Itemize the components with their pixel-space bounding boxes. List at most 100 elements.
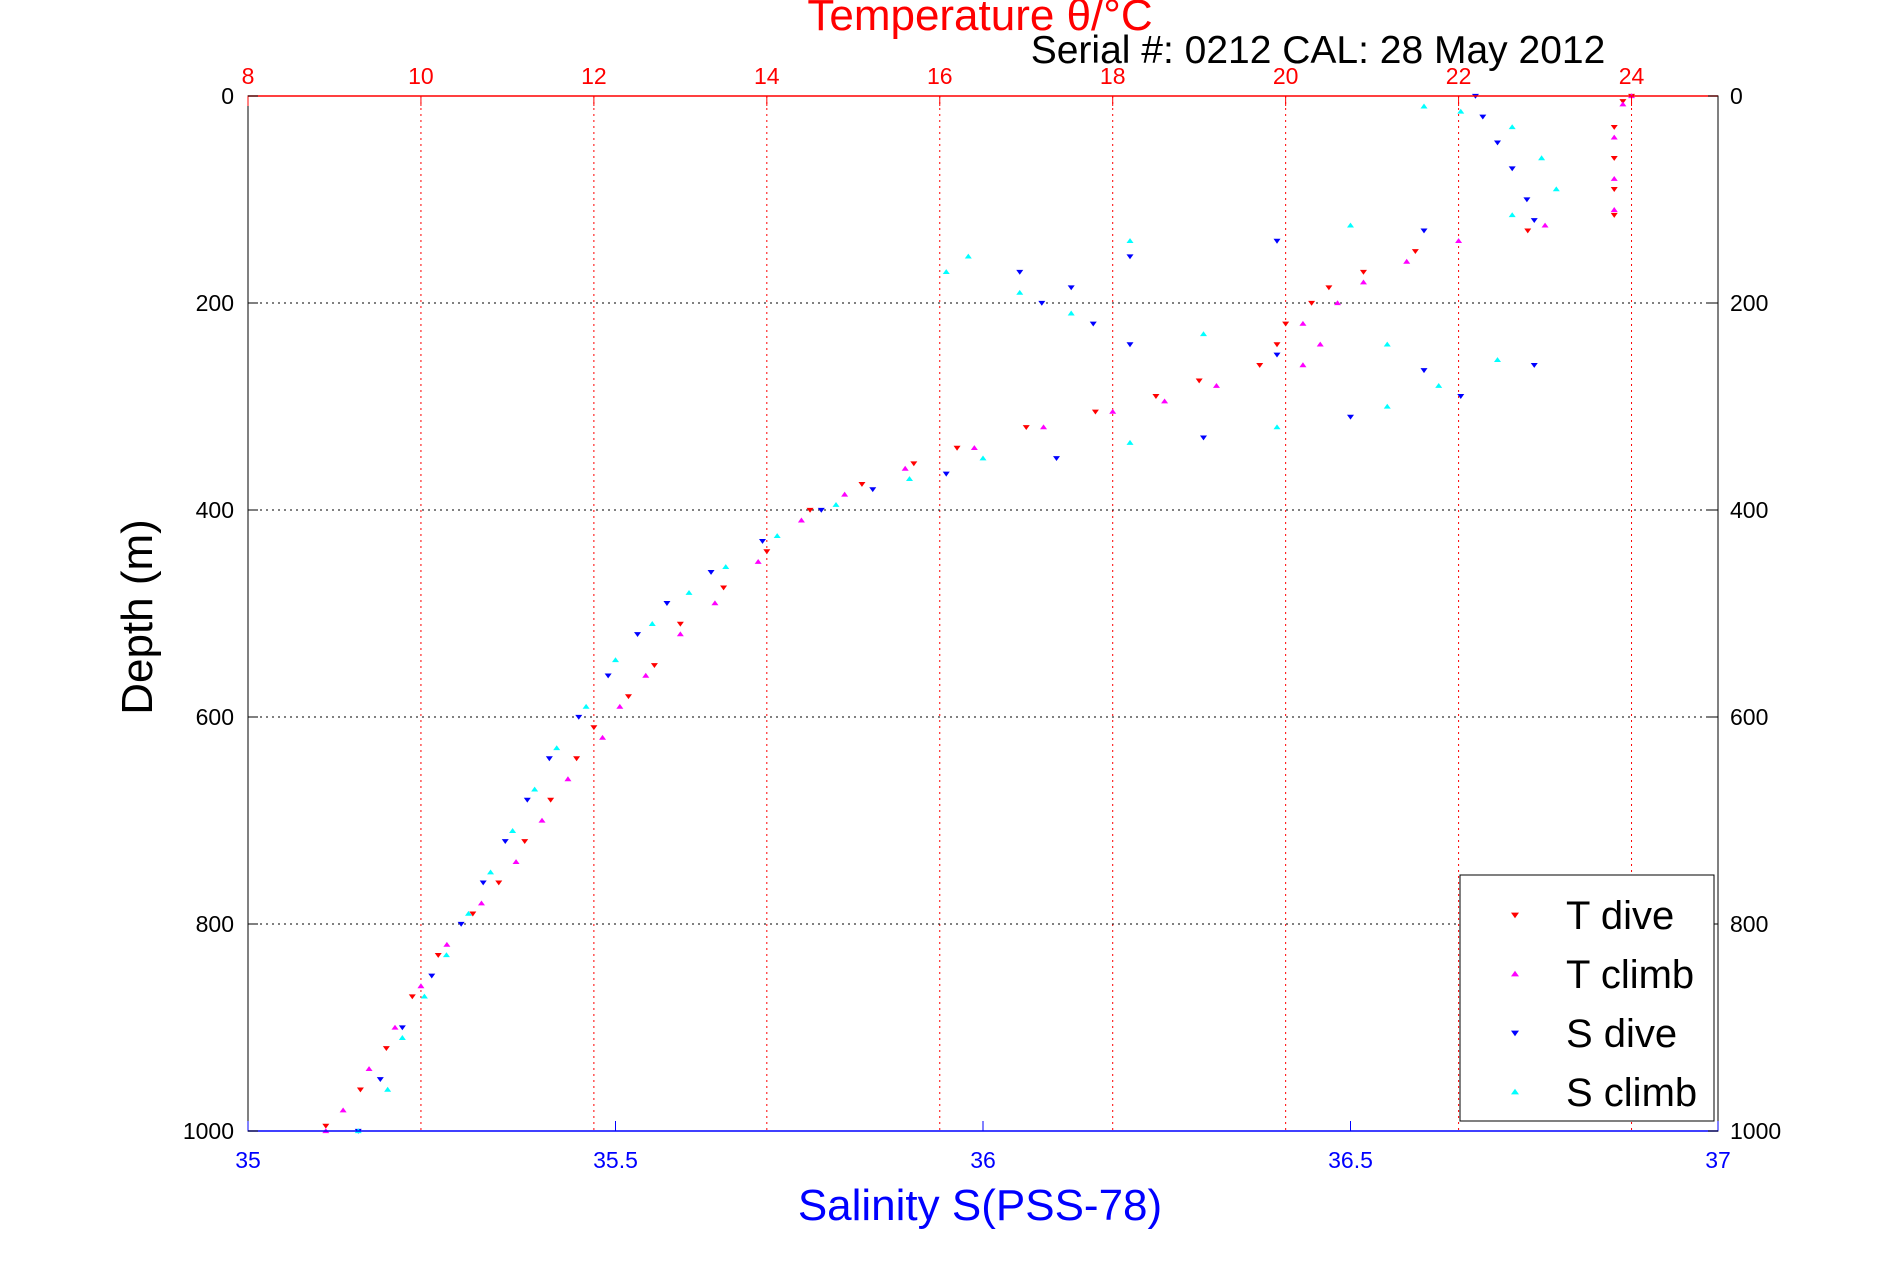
data-point — [1610, 156, 1618, 161]
depth-tick-label-right: 600 — [1730, 704, 1768, 730]
series-t-dive — [322, 93, 1636, 1129]
data-point — [663, 601, 671, 606]
depth-tick-label-left: 400 — [196, 497, 234, 523]
salinity-tick-label: 35.5 — [593, 1147, 638, 1173]
data-point — [773, 533, 781, 538]
data-point — [1109, 408, 1117, 414]
data-point — [1316, 341, 1324, 347]
data-point — [1200, 331, 1207, 337]
data-point — [624, 694, 632, 700]
data-point — [754, 558, 762, 564]
legend-marker — [1511, 912, 1519, 919]
data-point — [391, 1024, 399, 1030]
data-point — [1619, 101, 1627, 107]
y-axis-title: Depth (m) — [113, 519, 162, 715]
temperature-tick-label: 24 — [1619, 63, 1645, 89]
data-point — [495, 880, 503, 886]
series-s-climb — [354, 103, 1560, 1134]
data-point — [817, 507, 825, 513]
data-point — [1091, 409, 1099, 415]
data-point — [1479, 114, 1487, 120]
data-point — [1325, 285, 1333, 291]
legend-label: S climb — [1566, 1071, 1697, 1115]
data-point — [575, 714, 583, 720]
data-point — [1457, 394, 1465, 399]
data-point — [538, 817, 546, 823]
data-point — [832, 502, 840, 507]
data-point — [457, 921, 465, 927]
data-point — [469, 911, 477, 917]
salinity-tick-label: 37 — [1705, 1147, 1731, 1173]
data-point — [434, 952, 442, 958]
data-point — [1530, 218, 1538, 223]
data-point — [648, 621, 656, 626]
data-point — [650, 663, 658, 669]
depth-tick-label-right: 400 — [1730, 497, 1768, 523]
data-point — [1212, 383, 1220, 388]
data-point — [763, 549, 771, 555]
legend-marker — [1511, 1088, 1519, 1095]
data-point — [1161, 398, 1169, 404]
data-point — [356, 1087, 364, 1093]
data-point — [1420, 228, 1428, 234]
data-point — [1126, 254, 1134, 260]
data-point — [942, 471, 950, 477]
data-point — [642, 672, 650, 678]
temperature-tick-label: 8 — [242, 63, 255, 89]
data-point — [1420, 103, 1428, 109]
salinity-tick-label: 36.5 — [1328, 1147, 1373, 1173]
data-point — [1523, 197, 1531, 203]
legend-box — [1459, 874, 1715, 1122]
temperature-tick-label: 10 — [408, 63, 434, 89]
data-point — [553, 745, 561, 751]
data-point — [1359, 279, 1367, 285]
data-point — [547, 797, 555, 803]
data-point — [1152, 394, 1160, 399]
data-point — [953, 445, 961, 451]
data-point — [1359, 269, 1367, 275]
data-point — [512, 859, 520, 864]
data-point — [616, 703, 624, 709]
data-point — [685, 590, 693, 595]
data-point — [398, 1035, 406, 1040]
data-point — [979, 455, 987, 461]
legend-marker — [1511, 1030, 1519, 1037]
data-point — [1403, 258, 1411, 264]
data-point — [1508, 166, 1516, 172]
data-point — [1530, 363, 1538, 368]
data-point — [634, 632, 642, 637]
chart-title: Temperature θ/°C — [807, 0, 1152, 40]
data-point — [365, 1066, 373, 1071]
data-point — [711, 600, 719, 606]
data-point — [1126, 342, 1134, 348]
data-point — [806, 507, 814, 513]
data-point — [901, 465, 909, 471]
series-t-climb — [322, 93, 1636, 1134]
data-point — [582, 703, 590, 709]
data-point — [1435, 383, 1443, 388]
data-point — [1195, 378, 1203, 384]
depth-tick-label-right: 800 — [1730, 911, 1768, 937]
legend-label: T dive — [1566, 894, 1674, 938]
data-point — [564, 776, 572, 782]
data-point — [1347, 414, 1354, 420]
data-point — [1273, 238, 1281, 244]
depth-tick-label-right: 0 — [1730, 83, 1743, 109]
data-point — [1016, 289, 1024, 295]
data-point — [797, 517, 805, 523]
data-point — [722, 564, 730, 570]
data-point — [1457, 108, 1465, 114]
data-point — [612, 657, 619, 663]
data-point — [1256, 363, 1264, 368]
data-point — [1541, 222, 1549, 228]
depth-tick-label-left: 0 — [221, 83, 234, 109]
data-point — [1610, 212, 1618, 218]
temperature-tick-label: 12 — [581, 63, 607, 89]
data-point — [604, 673, 612, 679]
data-point — [590, 725, 598, 731]
data-point — [509, 828, 517, 833]
data-point — [408, 994, 416, 1000]
data-point — [1089, 321, 1097, 327]
temperature-tick-label: 22 — [1446, 63, 1472, 89]
